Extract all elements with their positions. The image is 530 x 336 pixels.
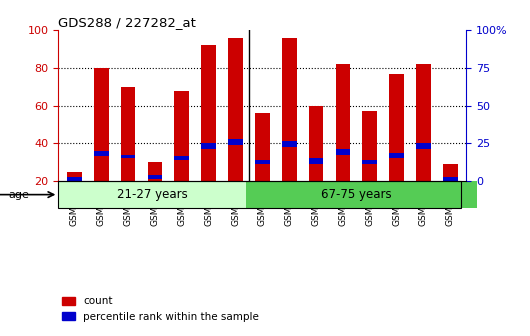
Bar bbox=[121, 155, 136, 158]
Bar bbox=[443, 177, 458, 181]
Bar bbox=[416, 64, 431, 181]
Bar bbox=[147, 162, 162, 181]
Legend: count, percentile rank within the sample: count, percentile rank within the sample bbox=[58, 292, 263, 326]
Bar bbox=[416, 143, 431, 149]
Text: age: age bbox=[9, 190, 30, 200]
Bar bbox=[201, 143, 216, 149]
Text: 67-75 years: 67-75 years bbox=[321, 188, 392, 201]
Bar bbox=[58, 181, 246, 208]
Bar bbox=[174, 157, 189, 160]
Bar bbox=[147, 175, 162, 179]
Text: GDS288 / 227282_at: GDS288 / 227282_at bbox=[58, 16, 196, 29]
Bar bbox=[282, 141, 297, 147]
Bar bbox=[335, 149, 350, 155]
Bar bbox=[255, 113, 270, 181]
Bar bbox=[363, 111, 377, 181]
Bar bbox=[308, 158, 323, 164]
Bar bbox=[174, 90, 189, 181]
Bar bbox=[201, 45, 216, 181]
Bar bbox=[228, 139, 243, 145]
Bar bbox=[121, 87, 136, 181]
Bar bbox=[67, 171, 82, 181]
Bar bbox=[443, 164, 458, 181]
Bar bbox=[228, 38, 243, 181]
Bar bbox=[246, 181, 477, 208]
Text: 21-27 years: 21-27 years bbox=[117, 188, 188, 201]
Bar bbox=[363, 160, 377, 164]
Bar bbox=[308, 106, 323, 181]
Bar bbox=[335, 64, 350, 181]
Bar bbox=[94, 68, 109, 181]
Bar bbox=[255, 160, 270, 164]
Bar bbox=[94, 151, 109, 157]
Bar bbox=[282, 38, 297, 181]
Bar bbox=[389, 74, 404, 181]
Bar bbox=[67, 177, 82, 181]
Bar bbox=[389, 153, 404, 158]
